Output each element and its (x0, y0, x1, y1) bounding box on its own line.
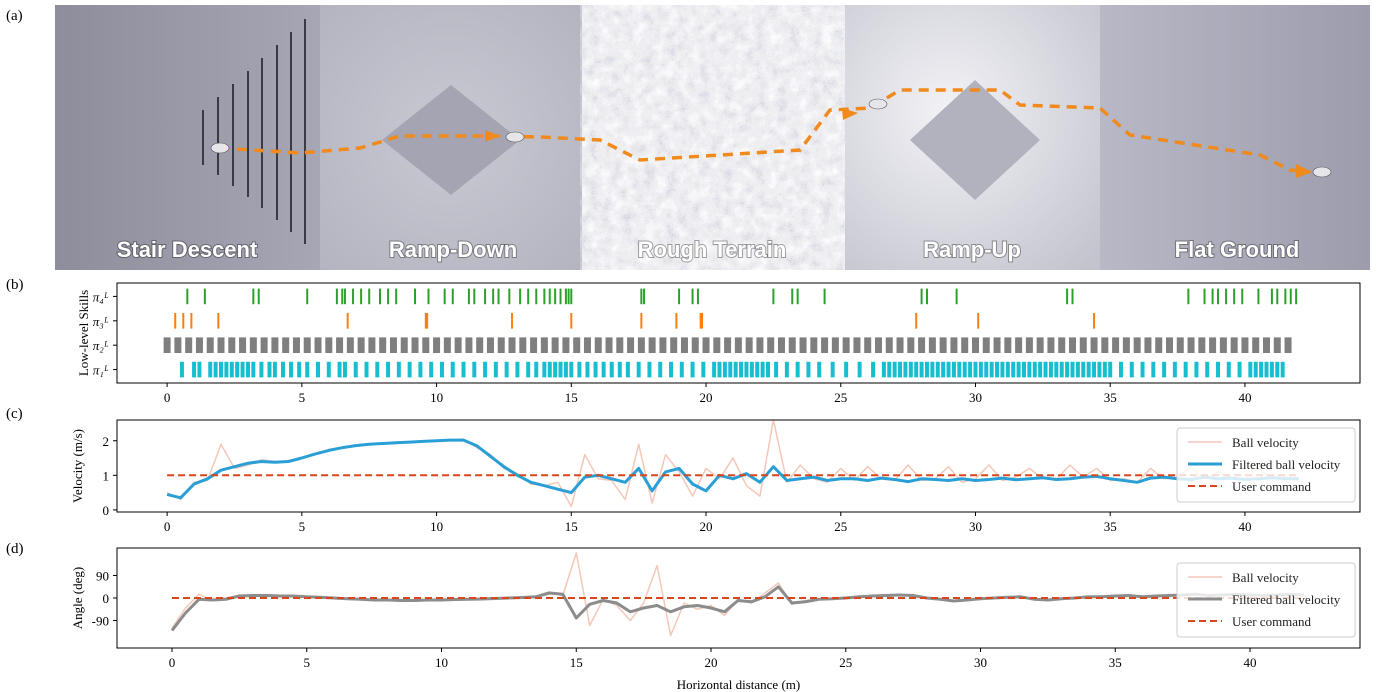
y-tick-label: π₂ᴸ (93, 338, 109, 353)
legend-label: Ball velocity (1232, 435, 1299, 450)
x-tick-label: 10 (430, 519, 443, 534)
x-tick-label: 20 (700, 519, 713, 534)
chart: 0 5 10 15 20 25 30 35 40 Low-level Skills π₄ᴸ π₃ᴸ π₂… (76, 282, 1361, 405)
panel-label: (d) (6, 541, 24, 557)
x-tick-label: 10 (435, 655, 448, 670)
y-axis-label: Low-level Skills (76, 290, 91, 376)
y-axis-label: Angle (deg) (70, 567, 85, 629)
y-axis-label: Velocity (m/s) (70, 429, 85, 503)
y-tick-label: 0 (103, 591, 110, 606)
series-line (171, 552, 1304, 637)
x-tick-label: 30 (969, 390, 982, 405)
series-line (166, 420, 1299, 508)
x-tick-label: 30 (969, 519, 982, 534)
terrain-label: Rough Terrain (638, 237, 787, 262)
x-tick-label: 15 (570, 655, 583, 670)
terrain-label: Flat Ground (1175, 237, 1300, 262)
x-tick-label: 25 (834, 390, 847, 405)
panel-label: (c) (6, 406, 23, 422)
x-tick-label: 0 (164, 390, 171, 405)
x-tick-label: 0 (169, 655, 176, 670)
panel-label: (a) (6, 8, 23, 24)
x-tick-label: 25 (834, 519, 847, 534)
y-tick-label: 1 (103, 468, 110, 483)
x-tick-label: 30 (974, 655, 987, 670)
legend: Ball velocity Filtered ball velocity User … (1176, 562, 1356, 638)
terrain-label: Stair Descent (117, 237, 258, 262)
legend-label: User command (1232, 479, 1312, 494)
legend: Ball velocity Filtered ball velocity User … (1176, 427, 1356, 503)
panel-label: (b) (6, 277, 24, 293)
x-tick-label: 5 (299, 390, 306, 405)
axes-frame (116, 547, 1361, 649)
x-tick-label: 35 (1109, 655, 1122, 670)
x-tick-label: 40 (1238, 519, 1251, 534)
x-tick-label: 40 (1244, 655, 1257, 670)
x-tick-label: 5 (299, 519, 306, 534)
y-tick-label: 0 (103, 503, 110, 518)
legend-label: Filtered ball velocity (1232, 592, 1341, 607)
chart: 0 5 10 15 20 25 30 35 40 Angle (deg) Horizontal di… (70, 547, 1361, 692)
axes-frame (116, 282, 1361, 384)
terrain-image: Stair Descent Ramp-Down Rough Terrain Ra… (55, 5, 1370, 270)
x-tick-label: 20 (705, 655, 718, 670)
y-tick-label: 90 (96, 569, 109, 584)
axes-frame (116, 419, 1361, 513)
y-tick-label: π₁ᴸ (93, 363, 109, 378)
y-tick-label: 2 (103, 434, 110, 449)
x-axis-label: Horizontal distance (m) (677, 677, 800, 692)
legend-box (1176, 427, 1356, 503)
terrain-label: Ramp-Up (923, 237, 1021, 262)
x-tick-label: 40 (1238, 390, 1251, 405)
series-line (170, 585, 1304, 632)
y-tick-label: -90 (92, 614, 109, 629)
legend-label: Filtered ball velocity (1232, 457, 1341, 472)
x-tick-label: 10 (430, 390, 443, 405)
x-tick-label: 20 (700, 390, 713, 405)
y-tick-label: π₃ᴸ (93, 314, 109, 329)
legend-label: User command (1232, 614, 1312, 629)
y-tick-label: π₄ᴸ (93, 289, 109, 304)
x-tick-label: 35 (1104, 390, 1117, 405)
legend-box (1176, 562, 1356, 638)
x-tick-label: 35 (1104, 519, 1117, 534)
x-tick-label: 15 (565, 519, 578, 534)
series-line (166, 438, 1299, 500)
x-tick-label: 25 (839, 655, 852, 670)
chart: 0 5 10 15 20 25 30 35 40 Velocity (m/s) 0 1 2 Ball ve… (70, 419, 1361, 534)
x-tick-label: 0 (164, 519, 171, 534)
legend-label: Ball velocity (1232, 570, 1299, 585)
x-tick-label: 15 (565, 390, 578, 405)
terrain-label: Ramp-Down (389, 237, 517, 262)
x-tick-label: 5 (303, 655, 310, 670)
